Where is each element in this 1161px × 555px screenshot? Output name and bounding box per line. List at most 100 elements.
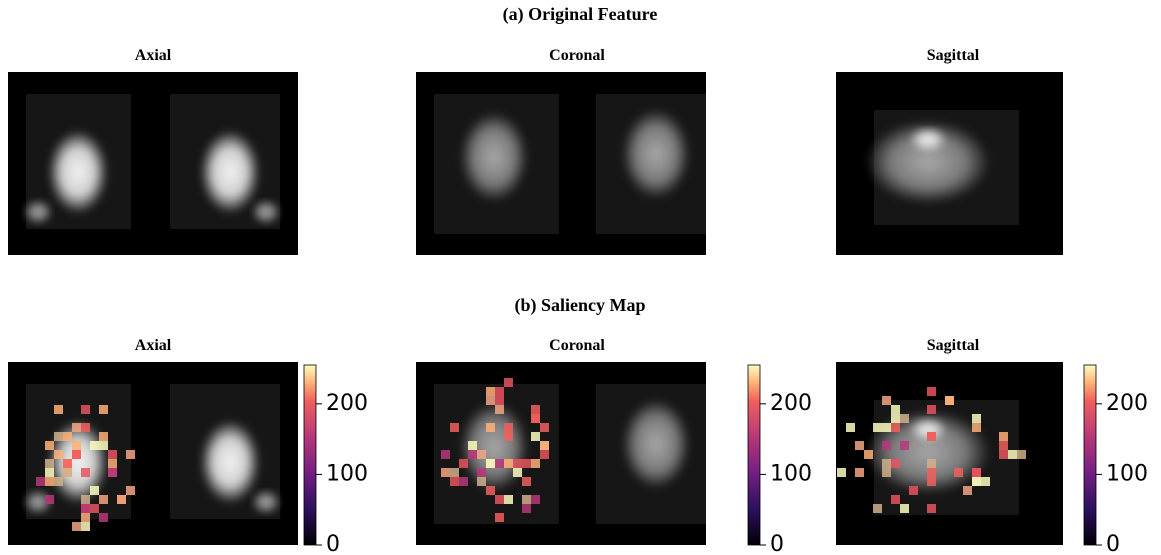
image [836, 362, 1063, 545]
saliency-pixel [513, 468, 522, 477]
colorbar-tick-label: 200 [326, 391, 368, 416]
saliency-pixel [900, 504, 909, 513]
saliency-pixel [504, 432, 513, 441]
saliency-pixel [126, 486, 135, 495]
saliency-pixel [882, 468, 891, 477]
saliency-pixel [882, 459, 891, 468]
section-title: (b) Saliency Map [514, 295, 645, 316]
section-title: (a) Original Feature [503, 4, 658, 25]
saliency-pixel [468, 441, 477, 450]
saliency-pixel [882, 441, 891, 450]
image-blob [622, 399, 690, 489]
image-blob [622, 109, 690, 199]
saliency-pixel [495, 405, 504, 414]
saliency-pixel [495, 459, 504, 468]
saliency-pixel [504, 459, 513, 468]
panel-title: Sagittal [927, 47, 980, 64]
saliency-pixel [999, 450, 1008, 459]
saliency-pixel [540, 441, 549, 450]
saliency-pixel [891, 459, 900, 468]
saliency-pixel [108, 459, 117, 468]
colorbar-tick-label: 100 [1106, 461, 1148, 486]
colorbar-tick-label: 200 [770, 391, 812, 416]
colorbar-tick-label: 0 [326, 532, 340, 555]
saliency-pixel [90, 486, 99, 495]
saliency-pixel [486, 396, 495, 405]
saliency-pixel [891, 495, 900, 504]
saliency-pixel [45, 495, 54, 504]
saliency-pixel [486, 459, 495, 468]
saliency-pixel [513, 459, 522, 468]
saliency-pixel [81, 405, 90, 414]
saliency-pixel [873, 423, 882, 432]
image-blob [48, 130, 108, 214]
image-blob [24, 200, 52, 224]
saliency-pixel [81, 423, 90, 432]
saliency-pixel [54, 405, 63, 414]
image-blob [200, 130, 260, 214]
saliency-pixel [450, 468, 459, 477]
saliency-pixel [72, 441, 81, 450]
saliency-pixel [846, 423, 855, 432]
saliency-pixel [900, 414, 909, 423]
colorbar-tick-label: 100 [326, 461, 368, 486]
saliency-pixel [522, 477, 531, 486]
saliency-pixel [99, 513, 108, 522]
panel-title: Sagittal [927, 337, 980, 354]
saliency-pixel [441, 450, 450, 459]
image-blob [200, 420, 260, 504]
colorbar-tick-label: 0 [1106, 532, 1120, 555]
colorbar [1084, 365, 1096, 545]
saliency-pixel [99, 405, 108, 414]
saliency-pixel [972, 423, 981, 432]
saliency-pixel [108, 450, 117, 459]
saliency-pixel [522, 459, 531, 468]
saliency-pixel [450, 423, 459, 432]
saliency-pixel [495, 495, 504, 504]
saliency-pixel [54, 450, 63, 459]
saliency-pixel [927, 459, 936, 468]
saliency-pixel [36, 477, 45, 486]
saliency-pixel [81, 522, 90, 531]
saliency-pixel [882, 396, 891, 405]
saliency-pixel [927, 387, 936, 396]
saliency-pixel [837, 468, 846, 477]
saliency-pixel [531, 432, 540, 441]
saliency-pixel [81, 513, 90, 522]
saliency-pixel [45, 459, 54, 468]
saliency-pixel [72, 423, 81, 432]
saliency-pixel [45, 441, 54, 450]
image-blob [252, 200, 280, 224]
saliency-pixel [891, 414, 900, 423]
saliency-pixel [531, 459, 540, 468]
saliency-pixel [927, 468, 936, 477]
saliency-pixel [54, 477, 63, 486]
saliency-pixel [495, 513, 504, 522]
image-blob [910, 128, 946, 152]
saliency-pixel [981, 477, 990, 486]
saliency-pixel [90, 441, 99, 450]
colorbar-tick-label: 100 [770, 461, 812, 486]
colorbar [748, 365, 760, 545]
saliency-pixel [468, 450, 477, 459]
saliency-pixel [963, 486, 972, 495]
saliency-pixel [486, 387, 495, 396]
saliency-pixel [891, 405, 900, 414]
saliency-pixel [90, 504, 99, 513]
saliency-pixel [900, 441, 909, 450]
saliency-pixel [522, 504, 531, 513]
saliency-pixel [45, 477, 54, 486]
saliency-pixel [504, 495, 513, 504]
saliency-pixel [486, 486, 495, 495]
saliency-pixel [81, 504, 90, 513]
saliency-pixel [531, 495, 540, 504]
saliency-pixel [999, 441, 1008, 450]
saliency-pixel [81, 495, 90, 504]
saliency-pixel [81, 468, 90, 477]
saliency-pixel [99, 495, 108, 504]
saliency-pixel [855, 468, 864, 477]
panel-title: Axial [135, 47, 172, 64]
saliency-pixel [99, 432, 108, 441]
saliency-pixel [54, 432, 63, 441]
saliency-pixel [441, 468, 450, 477]
